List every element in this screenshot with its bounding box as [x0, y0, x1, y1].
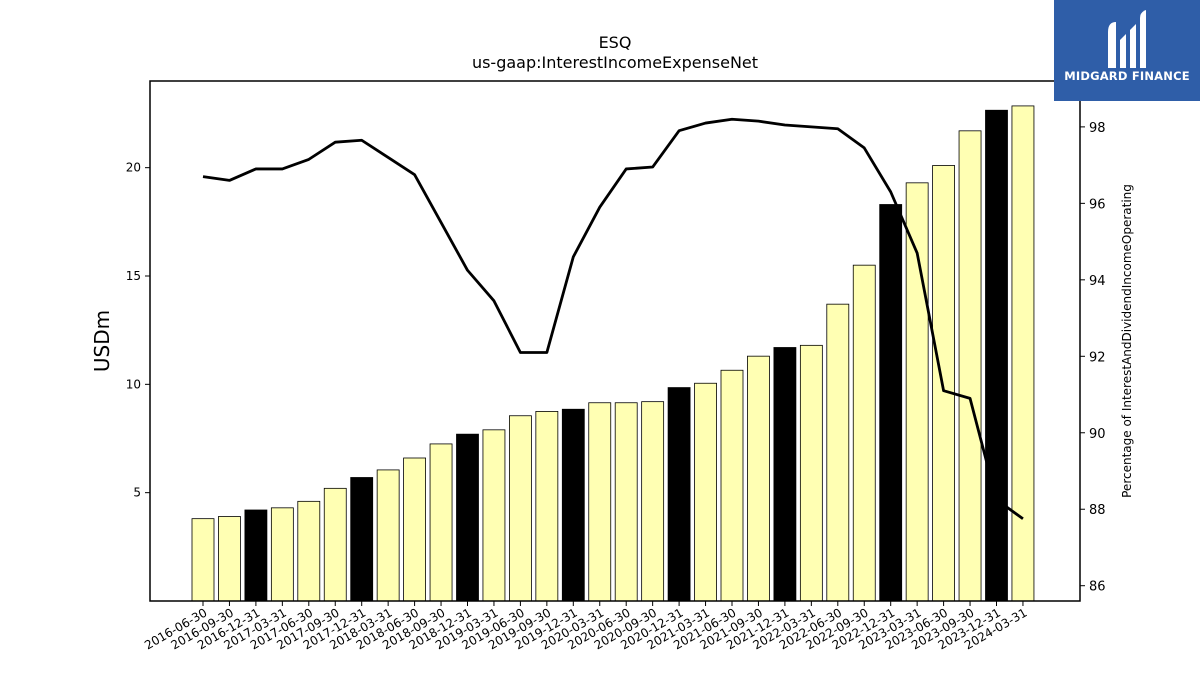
bar-2024-03-31	[1011, 105, 1035, 602]
brand-name: MIDGARD FINANCE	[1064, 69, 1190, 83]
y-tick-label: 5	[133, 486, 141, 500]
bar-2023-12-31	[985, 109, 1008, 602]
bar-2023-06-30	[932, 165, 955, 602]
bar-2020-12-31	[667, 387, 691, 602]
bar-2020-06-30	[614, 402, 638, 602]
chart-subtitle: us-gaap:InterestIncomeExpenseNet	[472, 53, 758, 72]
bar-2021-12-31	[773, 347, 797, 602]
left-axis-ticks: 5 10 15 20	[126, 161, 150, 500]
y-tick-label: 20	[126, 161, 141, 175]
bar-2018-06-30	[403, 457, 427, 602]
y2-tick-label: 86	[1089, 580, 1106, 595]
bar-2017-03-31	[270, 507, 294, 602]
y2-tick-label: 94	[1089, 274, 1106, 289]
bar-2018-03-31	[376, 469, 400, 602]
bar-2023-03-31	[905, 182, 929, 602]
bar-group	[191, 105, 1035, 602]
bar-2016-12-31	[244, 509, 268, 602]
percentage-line	[202, 117, 1024, 520]
bar-2018-09-30	[429, 443, 453, 602]
bar-2022-03-31	[799, 344, 823, 602]
y2-tick-label: 88	[1089, 503, 1106, 518]
bar-2021-06-30	[720, 369, 744, 602]
bar-2019-06-30	[508, 415, 532, 602]
percentage-line-group	[202, 117, 1024, 520]
y2-tick-label: 90	[1089, 427, 1106, 442]
midgard-logo-icon	[1108, 10, 1146, 68]
bar-2016-09-30	[218, 516, 241, 602]
chart-title: ESQ	[599, 33, 632, 52]
bar-2022-09-30	[852, 264, 876, 602]
bar-2016-06-30	[191, 518, 215, 602]
bar-2017-06-30	[297, 500, 321, 602]
bar-2023-09-30	[958, 130, 982, 602]
bar-2020-09-30	[641, 401, 665, 602]
y2-tick-label: 96	[1089, 197, 1106, 212]
bar-2019-12-31	[561, 408, 585, 602]
y-axis-label: USDm	[90, 310, 114, 372]
brand-logo: MIDGARD FINANCE	[1054, 0, 1200, 101]
bar-2019-09-30	[535, 411, 559, 602]
bar-2022-12-31	[879, 204, 903, 602]
right-axis-ticks: 86 88 90 92 94 96 98	[1080, 121, 1106, 595]
bar-2022-06-30	[826, 303, 850, 602]
y2-tick-label: 98	[1089, 121, 1106, 136]
bar-2021-09-30	[747, 355, 770, 602]
y-tick-label: 10	[126, 377, 141, 391]
bar-2017-12-31	[350, 477, 374, 602]
plot-frame	[149, 80, 1081, 602]
bar-2019-03-31	[482, 429, 506, 602]
bar-2018-12-31	[456, 433, 479, 602]
bar-2021-03-31	[694, 382, 717, 602]
y2-tick-label: 92	[1089, 350, 1106, 365]
y2-axis-label: Percentage of InterestAndDividendIncomeO…	[1120, 184, 1134, 498]
x-axis-ticks: 2016-06-302016-09-302016-12-312017-03-31…	[142, 601, 1029, 652]
bar-2020-03-31	[588, 402, 612, 602]
y-tick-label: 15	[126, 269, 141, 283]
bar-2017-09-30	[323, 487, 347, 602]
